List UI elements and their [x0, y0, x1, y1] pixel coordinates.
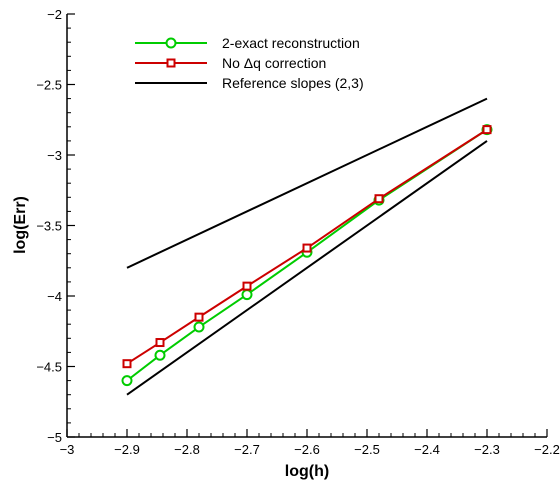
reference-slope-2-line	[126, 97, 488, 269]
reference-slope-3-line	[126, 140, 488, 396]
legend-item-no-dq: No Δq correction	[135, 55, 326, 71]
x-tick-label: −2.4	[414, 442, 440, 457]
y-tick-label: −4	[47, 289, 62, 304]
data-point-no-dq	[482, 125, 492, 135]
y-tick-label: −4.5	[36, 360, 62, 375]
x-tick-label: −2.7	[234, 442, 260, 457]
legend-item-reference: Reference slopes (2,3)	[135, 75, 364, 91]
data-point-no-dq	[242, 281, 252, 291]
data-point-no-dq	[122, 359, 132, 369]
x-tick-label: −3	[60, 442, 75, 457]
data-point-no-dq	[155, 338, 165, 348]
x-axis-title: log(h)	[285, 463, 329, 480]
data-point-no-dq	[302, 243, 312, 253]
y-tick-label: −3.5	[36, 219, 62, 234]
legend-label-no-dq: No Δq correction	[222, 55, 326, 71]
data-point-2-exact	[193, 321, 205, 333]
x-tick-label: −2.5	[354, 442, 380, 457]
x-tick-label: −2.6	[294, 442, 320, 457]
y-tick-label: −2.5	[36, 78, 62, 93]
legend-label-reference: Reference slopes (2,3)	[222, 75, 364, 91]
data-series	[121, 124, 493, 387]
x-axis-ticks: −3 −2.9 −2.8 −2.7 −2.6 −2.5 −2.4 −2.3 −2.2	[60, 429, 560, 457]
data-point-2-exact	[241, 289, 253, 301]
y-axis-ticks: −5 −4.5 −4 −3.5 −3 −2.5 −2	[36, 7, 75, 445]
x-tick-label: −2.3	[474, 442, 500, 457]
data-point-2-exact	[154, 349, 166, 361]
legend-label-2-exact: 2-exact reconstruction	[222, 35, 360, 51]
legend: 2-exact reconstruction No Δq correction …	[135, 35, 364, 91]
x-tick-label: −2.2	[534, 442, 560, 457]
data-point-2-exact	[121, 375, 133, 387]
legend-marker-2-exact	[165, 37, 177, 49]
legend-item-2-exact: 2-exact reconstruction	[135, 35, 360, 51]
y-tick-label: −3	[47, 148, 62, 163]
y-axis-title: log(Err)	[12, 196, 29, 254]
data-point-no-dq	[194, 312, 204, 322]
x-tick-label: −2.9	[114, 442, 140, 457]
x-tick-label: −2.8	[174, 442, 200, 457]
reference-slope-lines	[126, 97, 488, 396]
y-tick-label: −5	[47, 430, 62, 445]
legend-marker-no-dq	[166, 58, 176, 68]
y-tick-label: −2	[47, 7, 62, 22]
data-point-no-dq	[374, 194, 384, 204]
